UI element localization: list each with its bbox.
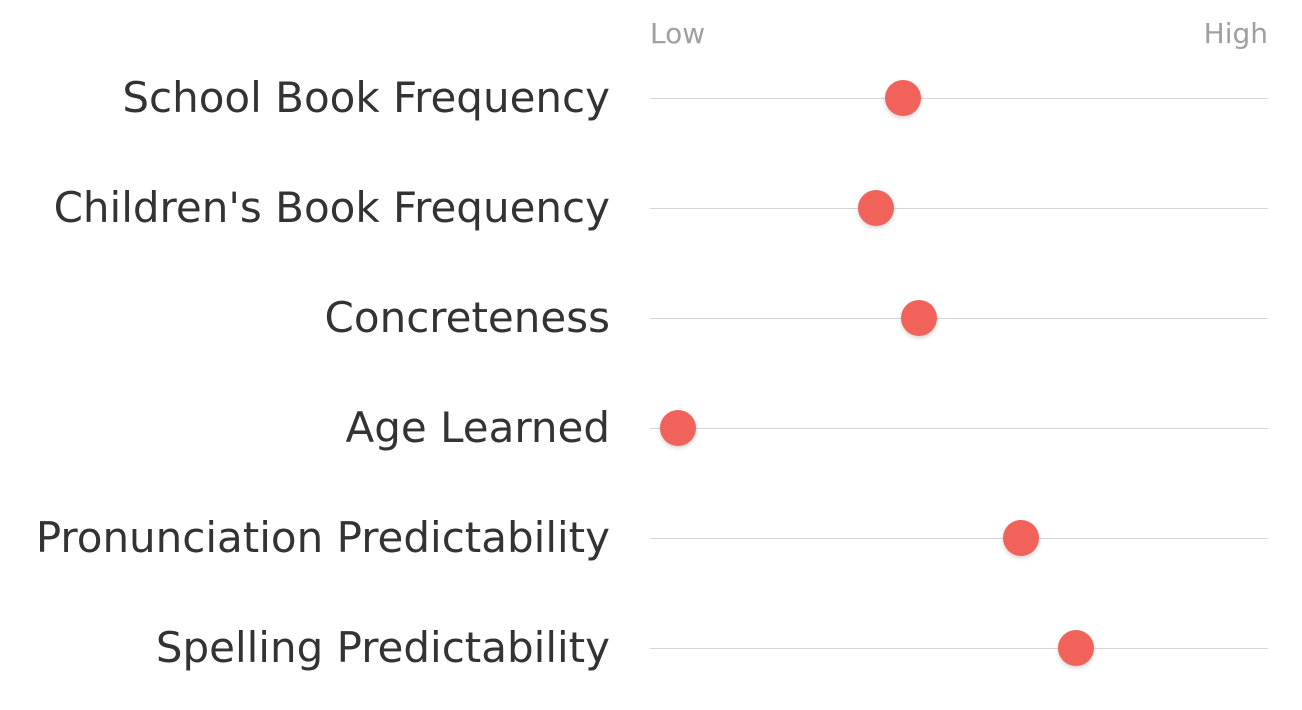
category-label: School Book Frequency: [122, 73, 610, 122]
chart-row: Spelling Predictability: [0, 593, 1302, 703]
chart-row: Concreteness: [0, 263, 1302, 373]
category-label: Children's Book Frequency: [53, 183, 610, 232]
category-track-line: [650, 318, 1268, 319]
category-track-line: [650, 538, 1268, 539]
category-label: Pronunciation Predictability: [35, 513, 610, 562]
value-dot: [885, 80, 922, 116]
category-label: Spelling Predictability: [155, 623, 610, 672]
scale-low-label: Low: [650, 17, 706, 50]
category-label: Concreteness: [324, 293, 610, 342]
category-track-line: [650, 98, 1268, 99]
value-dot: [659, 410, 696, 446]
category-label: Age Learned: [345, 403, 610, 452]
chart-row: Children's Book Frequency: [0, 153, 1302, 263]
value-dot: [1002, 520, 1039, 556]
chart-row: Pronunciation Predictability: [0, 483, 1302, 593]
value-dot: [900, 300, 937, 336]
value-dot: [857, 190, 894, 226]
category-track-line: [650, 648, 1268, 649]
value-dot: [1058, 630, 1095, 666]
category-track-line: [650, 208, 1268, 209]
chart-row: School Book Frequency: [0, 43, 1302, 153]
chart-row: Age Learned: [0, 373, 1302, 483]
scale-high-label: High: [1203, 17, 1268, 50]
category-track-line: [650, 428, 1268, 429]
